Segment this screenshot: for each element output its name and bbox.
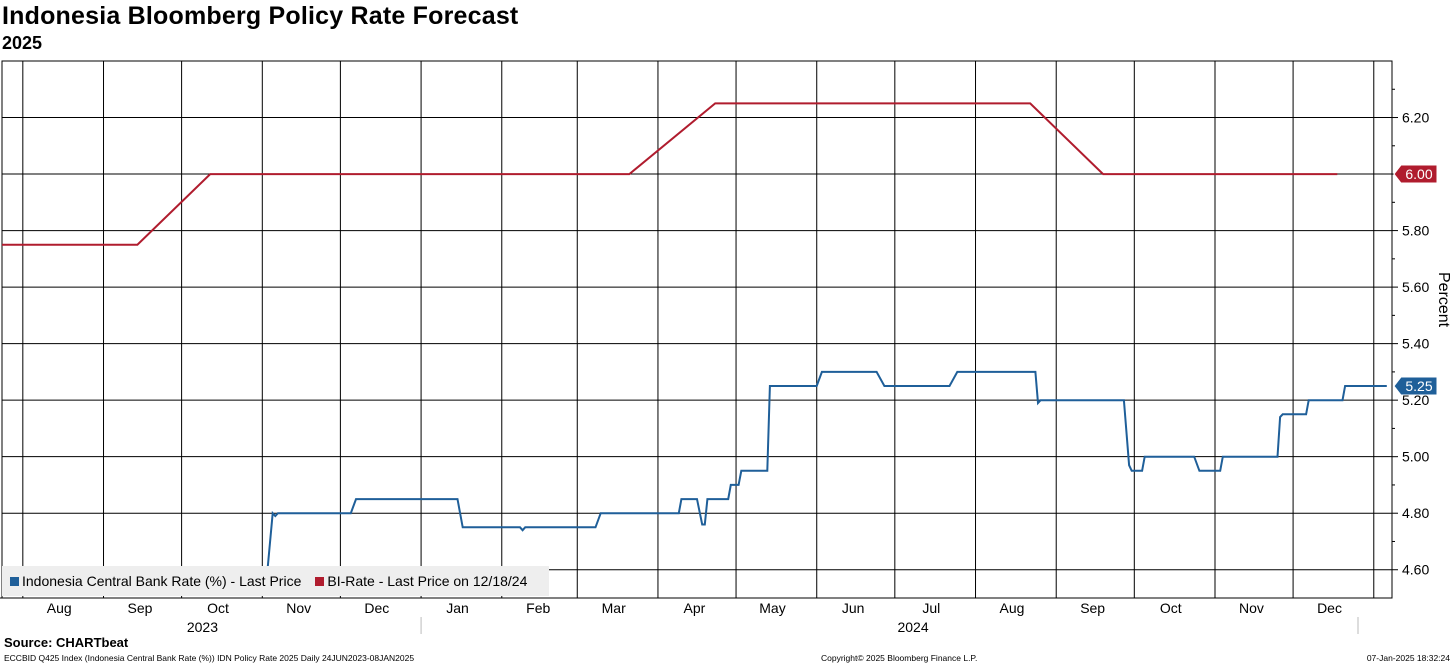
x-month-label: Apr — [683, 600, 705, 616]
axis-layer: 4.60 4.80 5.00 5.20 5.40 5.60 5.80 6.00 6.20 Aug S… — [0, 61, 1452, 635]
x-month-label: Jun — [842, 600, 865, 616]
last-value-tag-bi-rate: 6.00 — [1393, 164, 1438, 184]
source-note: Source: CHARTbeat — [4, 635, 129, 650]
chart-subtitle: 2025 — [2, 33, 43, 53]
x-month-label: Sep — [127, 600, 152, 616]
y-tick-label: 5.40 — [1402, 336, 1429, 352]
x-month-label: Oct — [207, 600, 229, 616]
x-month-label: Aug — [1000, 600, 1025, 616]
plot-frame — [1, 60, 1393, 599]
legend-label-bi-rate: BI-Rate - Last Price on 12/18/24 — [327, 573, 528, 589]
x-month-label: Feb — [526, 600, 550, 616]
x-month-label: Nov — [286, 600, 311, 616]
label-layer: 5.25 6.00 — [1393, 164, 1438, 396]
legend-swatch-red — [315, 576, 325, 586]
y-tick-label: 5.60 — [1402, 279, 1429, 295]
grid-layer — [1, 60, 1393, 599]
last-value-tag-bg — [1393, 376, 1438, 396]
y-tick-label: 5.20 — [1402, 392, 1429, 408]
x-month-label: Oct — [1160, 600, 1182, 616]
x-month-label: Sep — [1080, 600, 1105, 616]
x-month-label: Dec — [364, 600, 389, 616]
x-month-label: Aug — [47, 600, 72, 616]
last-value-tag-bg — [1393, 164, 1438, 184]
chart-title: Indonesia Bloomberg Policy Rate Forecast — [2, 2, 519, 30]
series-layer — [2, 102, 1387, 571]
y-axis-title: Percent — [1435, 272, 1452, 328]
footer-index-description: ECCBID Q425 Index (Indonesia Central Ban… — [4, 653, 415, 663]
y-tick-label: 5.00 — [1402, 449, 1429, 465]
x-month-label: Mar — [602, 600, 626, 616]
footer-timestamp: 07-Jan-2025 18:32:24 — [1366, 653, 1450, 663]
x-month-label: May — [759, 600, 785, 616]
x-month-label: Dec — [1317, 600, 1342, 616]
x-month-label: Nov — [1239, 600, 1264, 616]
x-month-label: Jan — [446, 600, 469, 616]
y-tick-label: 4.60 — [1402, 562, 1429, 578]
chart-legend: Indonesia Central Bank Rate (%) - Last P… — [2, 566, 550, 596]
legend-swatch-blue — [10, 576, 19, 586]
legend-item-central-bank-rate: Indonesia Central Bank Rate (%) - Last P… — [10, 573, 301, 589]
footer-copyright: Copyright© 2025 Bloomberg Finance L.P. — [821, 653, 978, 663]
last-value-tag-text: 5.25 — [1405, 378, 1432, 394]
legend-item-bi-rate: BI-Rate - Last Price on 12/18/24 — [315, 573, 527, 589]
x-year-label: 2023 — [187, 619, 218, 635]
legend-label-central-bank-rate: Indonesia Central Bank Rate (%) - Last P… — [22, 573, 302, 589]
y-tick-label: 5.80 — [1402, 223, 1429, 239]
x-month-label: Jul — [922, 600, 940, 616]
x-year-label: 2024 — [897, 619, 928, 635]
y-tick-label: 4.80 — [1402, 505, 1429, 521]
series-line-bi-rate — [2, 102, 1338, 246]
last-value-tag-central-bank-rate: 5.25 — [1393, 376, 1438, 396]
series-line-central-bank-rate — [2, 370, 1387, 571]
y-tick-label: 6.20 — [1402, 110, 1429, 126]
last-value-tag-text: 6.00 — [1405, 166, 1432, 182]
